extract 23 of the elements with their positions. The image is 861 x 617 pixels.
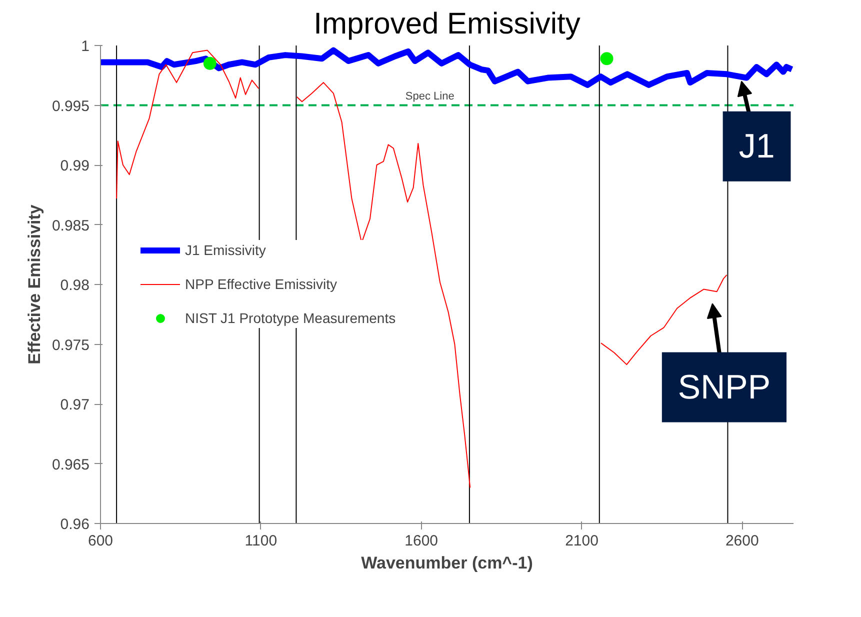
- annotation: J1: [738, 127, 775, 166]
- y-tick-label: 0.96: [60, 516, 90, 533]
- y-tick-label: 0.97: [60, 396, 90, 414]
- legend-label: J1 Emissivity: [185, 242, 266, 258]
- x-tick-label: 2600: [725, 532, 759, 550]
- legend-label: NPP Effective Emissivity: [185, 276, 337, 292]
- y-tick-label: 0.99: [60, 158, 90, 174]
- x-tick-label: 2100: [565, 532, 598, 550]
- y-tick-label: 0.995: [52, 98, 90, 115]
- x-axis-title: Wavenumber (cm^-1): [361, 554, 533, 572]
- chart-title: Improved Emissivity: [314, 8, 580, 40]
- y-tick-label: 0.975: [52, 336, 90, 354]
- y-axis-title: Effective Emissivity: [24, 204, 44, 364]
- x-tick-label: 600: [88, 532, 114, 550]
- y-tick-label: 0.985: [52, 217, 90, 234]
- y-tick-label: 0.965: [52, 456, 90, 474]
- x-tick-label: 1100: [244, 532, 278, 550]
- y-tick-label: 1: [81, 38, 90, 55]
- ref-line-label: Spec Line: [405, 90, 454, 102]
- x-tick-label: 1600: [404, 532, 438, 550]
- y-tick-label: 0.98: [60, 277, 90, 294]
- annotation: SNPP: [678, 368, 770, 406]
- legend-label: NIST J1 Prototype Measurements: [185, 310, 396, 326]
